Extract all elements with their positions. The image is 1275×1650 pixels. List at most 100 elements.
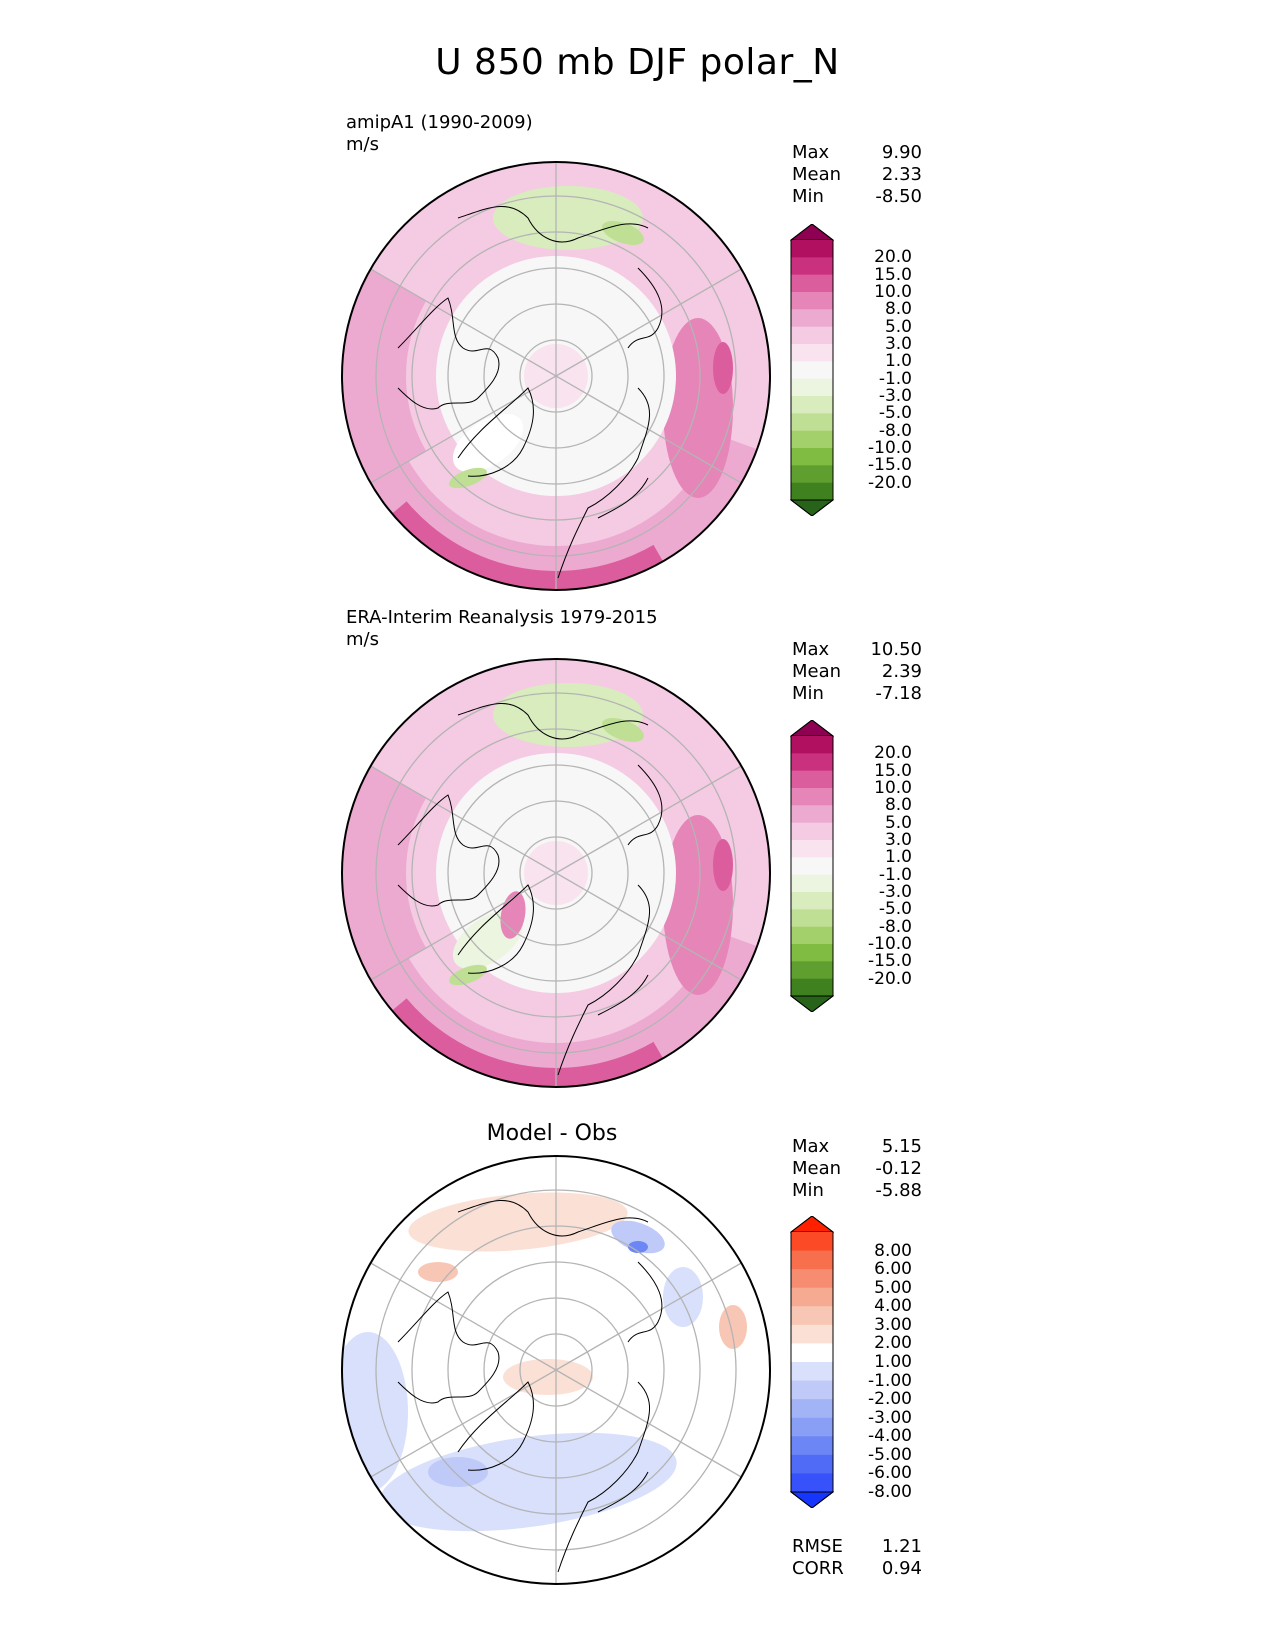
colorbar-band [791, 1250, 833, 1270]
colorbar-bottom-extend [790, 1491, 834, 1508]
colorbar-band [791, 361, 833, 380]
colorbar-band [791, 378, 833, 397]
coastline [627, 267, 663, 349]
field-band-west [342, 763, 427, 983]
corr-label: CORR [792, 1558, 844, 1579]
field-negative-greenland [449, 964, 487, 986]
diff-min-label: Min [792, 1180, 824, 1201]
colorbar-band [791, 240, 833, 258]
colorbar-band [791, 1324, 833, 1344]
field-negative-greenland [449, 467, 487, 489]
coastline [457, 884, 534, 974]
colorbar-outline [790, 1216, 834, 1508]
colorbar-tick-label: 5.0 [884, 316, 912, 337]
colorbar-band [791, 1287, 833, 1307]
field-negative-core [428, 1457, 488, 1487]
coastline [457, 387, 534, 477]
diff-max-label: Max [792, 1136, 830, 1157]
colorbar-outline [790, 224, 834, 516]
longitude-gridline [370, 1369, 557, 1478]
colorbar-band [791, 448, 833, 466]
colorbar-tick-label: -5.00 [868, 1444, 912, 1465]
coastline [627, 764, 663, 846]
colorbar-band [791, 1473, 833, 1493]
colorbar-tick-label: 5.00 [874, 1277, 912, 1298]
colorbar-tick-label: 3.00 [874, 1314, 912, 1335]
colorbar-tick-label: 15.0 [874, 264, 912, 285]
colorbar-tick-label: 10.0 [874, 778, 912, 798]
colorbar-band [791, 874, 833, 893]
obs-min-value: -7.18 [875, 683, 922, 704]
obs-colorbar [790, 720, 834, 1012]
colorbar-band [791, 1343, 833, 1363]
field-positive-east [719, 1305, 747, 1349]
colorbar-tick-label: -1.0 [878, 368, 912, 389]
colorbar-band [791, 482, 833, 501]
colorbar-band [791, 909, 833, 928]
obs-panel-label: ERA-Interim Reanalysis 1979-2015 m/s [346, 607, 658, 651]
colorbar-tick-label: 8.0 [884, 795, 912, 816]
coastline [397, 1291, 500, 1404]
longitude-gridline [555, 765, 742, 874]
longitude-gridline [370, 268, 557, 377]
colorbar-bottom-extend [790, 499, 834, 516]
colorbar-band [791, 344, 833, 362]
colorbar-top-extend [790, 720, 834, 737]
model-mean-label: Mean [792, 164, 842, 185]
obs-mean-value: 2.39 [881, 661, 922, 682]
model-units: m/s [346, 134, 379, 155]
model-label: amipA1 (1990-2009) [346, 112, 533, 133]
longitude-gridline [370, 375, 557, 484]
colorbar-tick-label: -20.0 [868, 968, 912, 989]
field-positive-core [418, 1262, 458, 1282]
colorbar-tick-label: -15.0 [868, 455, 912, 476]
diff-mean-label: Mean [792, 1158, 842, 1179]
colorbar-tick-label: -8.0 [878, 420, 912, 441]
colorbar-band [791, 1417, 833, 1437]
coastline [557, 884, 651, 1076]
diff-mean-value: -0.12 [875, 1158, 922, 1179]
colorbar-band [791, 788, 833, 806]
colorbar-tick-label: 15.0 [874, 760, 912, 781]
diff-polar-map [341, 1155, 771, 1585]
coastline [627, 1261, 663, 1343]
obs-max-label: Max [792, 639, 830, 660]
colorbar-tick-label: 2.00 [874, 1333, 912, 1354]
obs-units: m/s [346, 629, 379, 650]
field-negative-ne-core [628, 1241, 648, 1253]
coastline [457, 1381, 534, 1471]
colorbar-band [791, 840, 833, 858]
colorbar-band [791, 413, 833, 432]
colorbar-band [791, 274, 833, 293]
colorbar-band [791, 396, 833, 414]
colorbar-bottom-extend [790, 995, 834, 1012]
model-min-value: -8.50 [875, 186, 922, 207]
longitude-gridline [370, 1262, 557, 1371]
model-mean-value: 2.33 [881, 164, 922, 185]
colorbar-band [791, 1306, 833, 1326]
colorbar-tick-label: -5.0 [878, 403, 912, 424]
colorbar-tick-label: 1.00 [874, 1352, 912, 1372]
obs-max-value: 10.50 [870, 639, 922, 660]
diff-panel-title: Model - Obs [486, 1121, 618, 1146]
coastline [597, 477, 649, 519]
figure-title: U 850 mb DJF polar_N [435, 42, 840, 83]
model-polar-map [341, 161, 771, 591]
diff-stats: Max 5.15 Mean -0.12 Min -5.88 [792, 1136, 922, 1202]
obs-label: ERA-Interim Reanalysis 1979-2015 [346, 607, 658, 628]
field-region-pacific-core [713, 839, 733, 891]
colorbar-tick-label: -15.0 [868, 951, 912, 972]
colorbar-tick-label: -10.0 [868, 438, 912, 458]
colorbar-band [791, 753, 833, 772]
colorbar-tick-label: 1.0 [884, 351, 912, 372]
colorbar-band [791, 1380, 833, 1400]
diff-max-value: 5.15 [881, 1136, 922, 1157]
colorbar-tick-label: -1.00 [868, 1370, 912, 1391]
colorbar-band [791, 1269, 833, 1289]
colorbar-tick-label: 3.0 [884, 334, 912, 354]
colorbar-band [791, 465, 833, 484]
obs-mean-label: Mean [792, 661, 842, 682]
coastline [457, 1199, 649, 1237]
coastline [397, 794, 500, 907]
colorbar-band [791, 944, 833, 962]
